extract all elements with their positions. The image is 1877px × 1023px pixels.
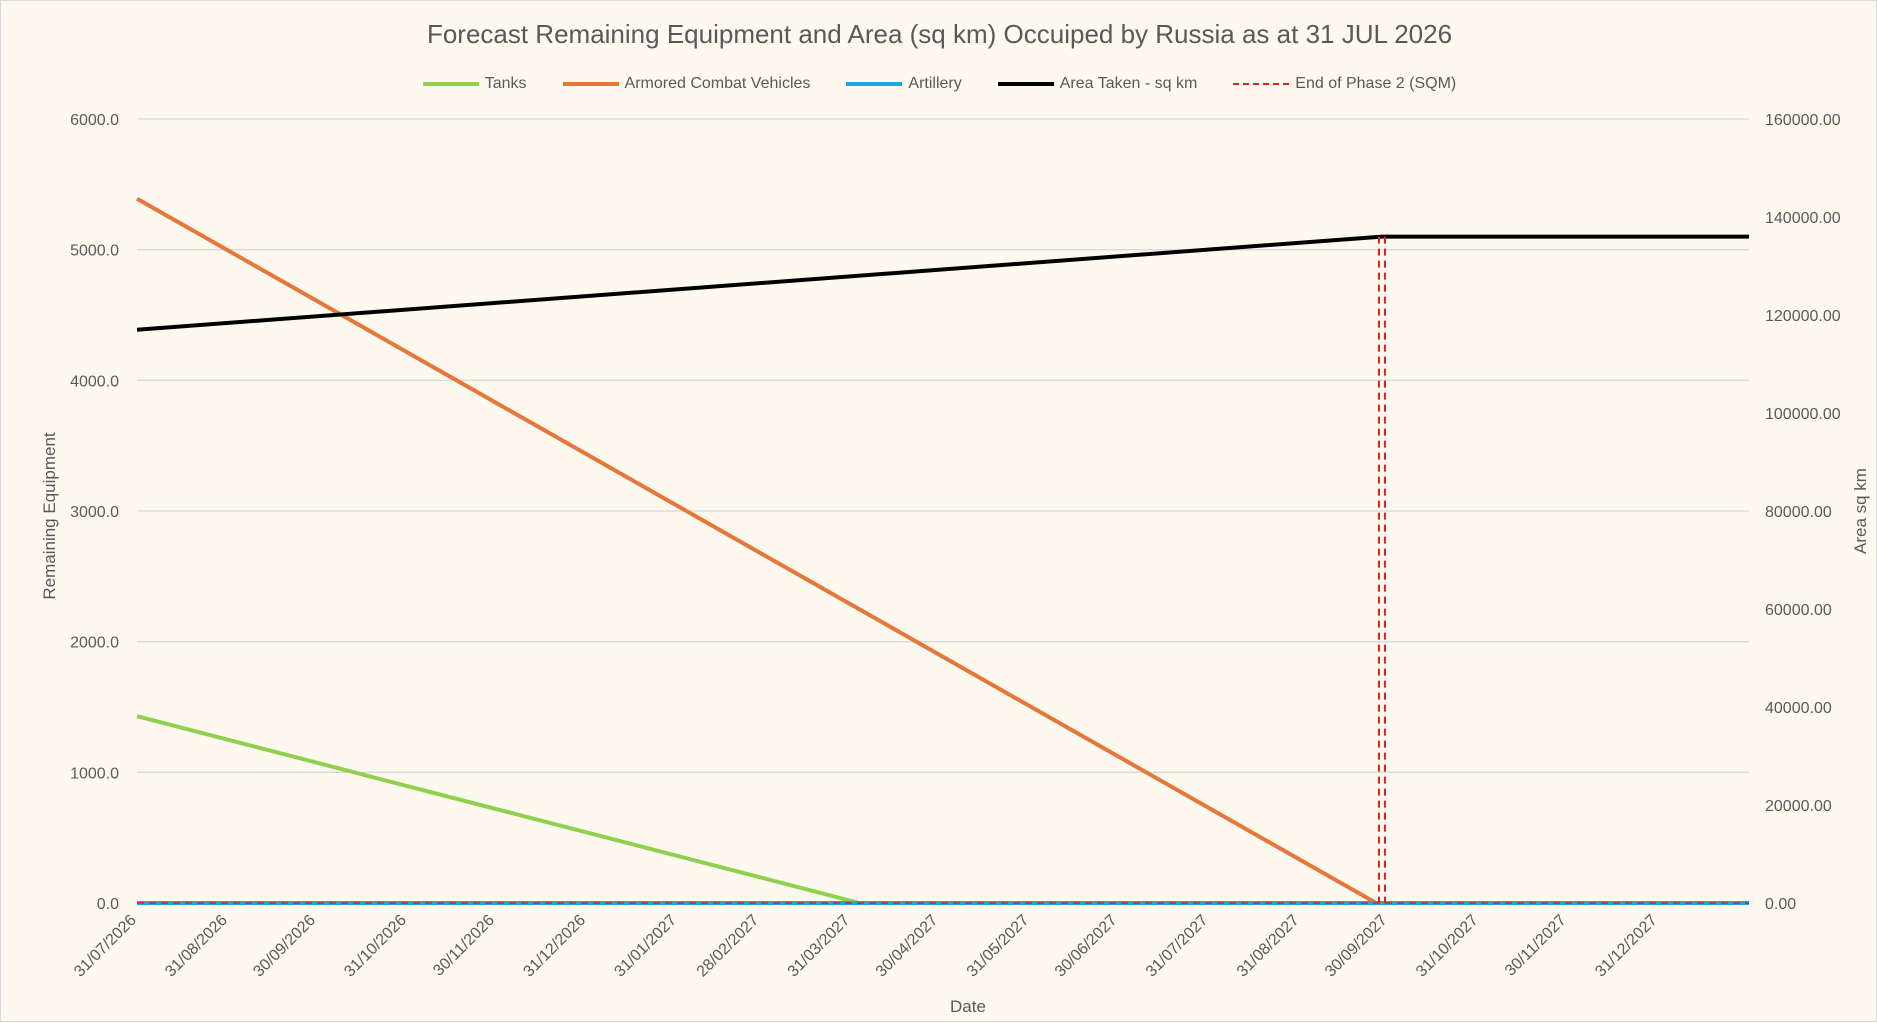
y-tick-label: 3000.0 [70,504,119,521]
x-tick-label: 28/02/2027 [694,912,763,981]
y-tick-label: 5000.0 [70,243,119,260]
y-tick-label: 0.0 [97,896,119,913]
x-tick-label: 30/09/2027 [1322,912,1391,981]
x-tick-label: 31/03/2027 [785,912,854,981]
x-tick-label: 30/11/2027 [1502,912,1570,980]
x-tick-label: 30/11/2026 [430,912,498,980]
legend-label: End of Phase 2 (SQM) [1295,75,1457,92]
y2-tick-label: 120000.00 [1765,308,1841,325]
legend-swatch [562,82,619,86]
x-tick-label: 31/08/2027 [1234,912,1303,981]
y2-axis-title: Area sq km [1851,468,1870,554]
legend-item-end-of-phase-2-sqm: End of Phase 2 (SQM) [1233,75,1456,93]
x-tick-label: 30/06/2027 [1052,912,1121,981]
x-tick-label: 30/09/2026 [250,912,319,981]
legend-label: Tanks [484,75,527,92]
tanks-line [136,714,1749,905]
y2-tick-label: 60000.00 [1765,602,1832,619]
legend-swatch [846,82,903,86]
series-lines [136,196,1749,905]
x-tick-label: 31/10/2026 [341,912,410,981]
x-tick-label: 31/12/2026 [520,912,589,981]
y-tick-label: 2000.0 [70,635,119,652]
legend: Tanks Armored Combat Vehicles Artillery Are… [1,75,1877,93]
x-tick-label: 31/07/2027 [1143,912,1212,981]
y-axis-title: Remaining Equipment [40,432,59,600]
x-tick-label: 31/10/2027 [1413,912,1482,981]
y2-tick-label: 0.00 [1765,896,1796,913]
y2-tick-label: 100000.00 [1765,406,1841,423]
y2-tick-label: 160000.00 [1765,112,1841,129]
x-tick-label: 31/01/2027 [611,912,680,981]
y-tick-label: 1000.0 [70,765,119,782]
x-tick-label: 31/12/2027 [1592,912,1661,981]
x-tick-label: 30/04/2027 [873,912,942,981]
y2-tick-label: 140000.00 [1765,210,1841,227]
armored-combat-vehicles-line [136,196,1749,905]
x-tick-label: 31/05/2027 [964,912,1033,981]
legend-label: Artillery [908,75,962,92]
y-tick-label: 6000.0 [70,112,119,129]
chart-title: Forecast Remaining Equipment and Area (s… [426,19,1453,49]
axes: 0.0 1000.0 2000.0 3000.0 4000.0 5000.0 6000.0 0… [40,112,1870,1016]
y2-tick-label: 20000.00 [1765,798,1832,815]
legend-item-tanks: Tanks [422,75,527,93]
legend-swatch [1233,83,1290,85]
legend-item-artillery: Artillery [846,75,962,93]
x-axis-title: Date [950,997,986,1016]
x-tick-label: 31/08/2026 [162,912,231,981]
y2-tick-label: 80000.00 [1765,504,1832,521]
legend-swatch [997,82,1054,86]
x-tick-label: 31/07/2026 [71,912,140,981]
legend-item-area-taken-sq-km: Area Taken - sq km [997,75,1198,93]
y2-tick-label: 40000.00 [1765,700,1832,717]
legend-label: Area Taken - sq km [1059,75,1198,92]
legend-item-armored-combat-vehicles: Armored Combat Vehicles [562,75,811,93]
legend-label: Armored Combat Vehicles [624,75,811,92]
legend-swatch [422,82,479,86]
y-tick-label: 4000.0 [70,373,119,390]
area-taken-sq-km-line [136,234,1749,332]
